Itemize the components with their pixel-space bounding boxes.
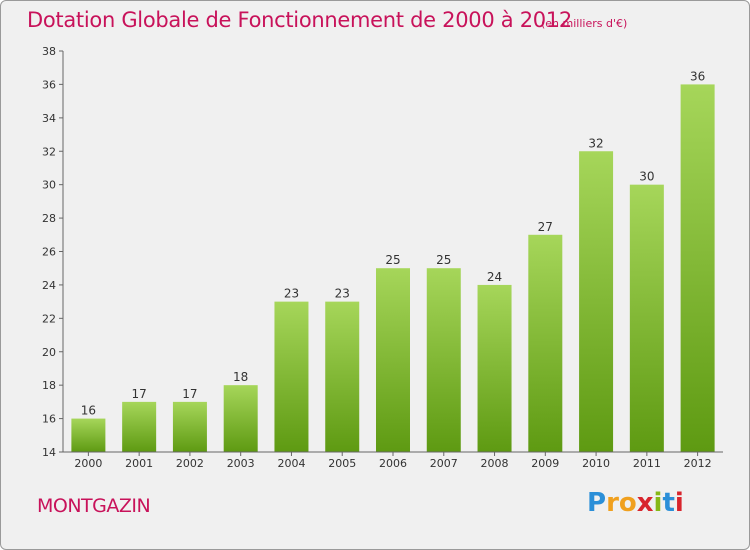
y-tick-label: 14 <box>42 446 56 459</box>
y-tick-label: 30 <box>42 179 56 192</box>
bar <box>579 151 614 452</box>
bar <box>325 301 360 452</box>
proxiti-logo: Proxiti <box>587 488 684 518</box>
data-label: 16 <box>81 404 96 418</box>
logo-letter: i <box>674 488 684 518</box>
bar <box>223 385 258 452</box>
bar <box>172 401 207 452</box>
logo-letter: r <box>606 488 619 518</box>
x-tick-label: 2008 <box>481 457 509 470</box>
data-label: 17 <box>182 387 197 401</box>
data-label: 23 <box>284 287 299 301</box>
x-tick-label: 2009 <box>531 457 559 470</box>
data-label: 17 <box>132 387 147 401</box>
bar <box>71 418 106 452</box>
y-tick-label: 38 <box>42 45 56 58</box>
bars-group <box>71 84 715 453</box>
x-tick-label: 2012 <box>684 457 712 470</box>
data-label: 24 <box>487 270 502 284</box>
data-label: 25 <box>385 253 400 267</box>
bar <box>426 268 461 452</box>
logo-letter: o <box>618 488 637 518</box>
y-tick-label: 32 <box>42 145 56 158</box>
bar <box>376 268 410 452</box>
x-tick-label: 2005 <box>328 457 356 470</box>
y-tick-label: 20 <box>42 346 56 359</box>
x-tick-label: 2007 <box>430 457 458 470</box>
data-label: 36 <box>690 69 705 83</box>
data-label: 23 <box>335 287 350 301</box>
data-label: 30 <box>639 170 654 184</box>
bar <box>477 284 512 452</box>
bar <box>528 234 563 452</box>
x-tick-label: 2006 <box>379 457 407 470</box>
axes-group: 14 16 18 20 22 24 26 28 30 32 34 36 38 2000 2001 2002 20… <box>42 45 723 470</box>
x-tick-label: 2003 <box>227 457 255 470</box>
x-tick-label: 2011 <box>633 457 661 470</box>
y-tick-label: 24 <box>42 279 56 292</box>
bar <box>629 184 664 452</box>
x-tick-label: 2000 <box>74 457 102 470</box>
logo-letter: i <box>653 488 663 518</box>
bar <box>680 84 715 453</box>
x-tick-label: 2002 <box>176 457 204 470</box>
y-tick-label: 34 <box>42 112 56 125</box>
data-labels-group: 16 17 17 18 23 23 25 25 24 27 32 30 36 <box>81 69 706 417</box>
y-tick-label: 26 <box>42 246 56 259</box>
x-tick-label: 2004 <box>277 457 305 470</box>
place-name: MONTGAZIN <box>37 495 151 517</box>
y-tick-label: 18 <box>42 379 56 392</box>
y-tick-label: 16 <box>42 413 56 426</box>
data-label: 25 <box>436 253 451 267</box>
y-tick-label: 36 <box>42 78 56 91</box>
x-tick-label: 2010 <box>582 457 610 470</box>
data-label: 27 <box>538 220 553 234</box>
data-label: 18 <box>233 370 248 384</box>
logo-letter: x <box>636 488 654 518</box>
chart-subtitle: (en milliers d'€) <box>541 17 628 30</box>
logo-letter: P <box>587 488 607 518</box>
x-tick-label: 2001 <box>125 457 153 470</box>
bar <box>274 301 309 452</box>
bar <box>122 401 157 452</box>
data-label: 32 <box>588 136 603 150</box>
y-tick-label: 28 <box>42 212 56 225</box>
y-tick-label: 22 <box>42 312 56 325</box>
chart-title: Dotation Globale de Fonctionnement de 20… <box>27 8 572 32</box>
logo-letter: t <box>662 488 675 518</box>
